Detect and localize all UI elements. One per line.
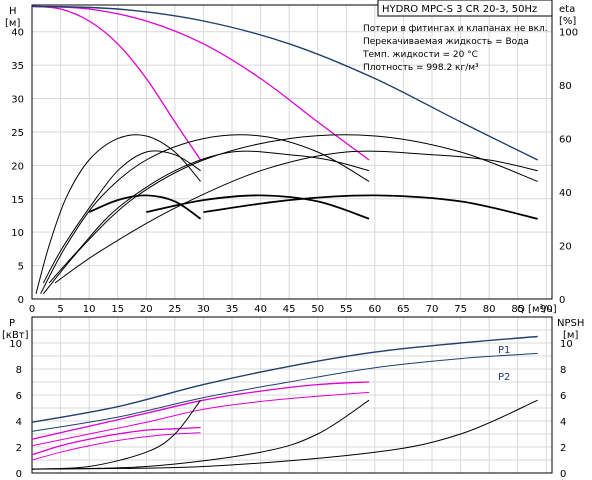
- y-axis-label-npsh: NPSH: [557, 318, 584, 329]
- top-series-line-11: [203, 194, 538, 220]
- bottom-series-line-3: [31, 391, 370, 447]
- y-axis-label-p: P: [9, 318, 15, 329]
- x-tick-label: 40: [254, 304, 267, 315]
- bottom-series-line-8: [31, 399, 538, 470]
- top-series-line-7: [48, 150, 370, 284]
- y-axis-label-eta: eta: [559, 4, 575, 15]
- y-tick-label-h: 20: [11, 161, 24, 172]
- top-series-line-5: [43, 134, 538, 295]
- y-tick-label-h: 35: [11, 61, 24, 72]
- top-chart-ticks: 0 5 10 15 20 25 30 35 40 45 50 55 60 65 70 75 80 85 90 0 5 10…: [11, 28, 578, 315]
- bottom-series-line-4: [31, 426, 201, 456]
- bottom-plot-frame: [31, 316, 553, 474]
- y-tick-label-h: 30: [11, 95, 24, 106]
- x-tick-label: 60: [368, 304, 381, 315]
- top-chart-series: [31, 5, 539, 295]
- y-tick-label-h: 40: [11, 28, 24, 39]
- bottom-chart-ticks: 0 2 4 6 8 10 0 2 4 6 8 10: [9, 339, 572, 480]
- y-tick-label-eta: 60: [559, 135, 572, 146]
- bottom-chart-series: [31, 335, 538, 470]
- y-tick-label-h: 10: [11, 228, 24, 239]
- top-series-line-0: [31, 5, 202, 161]
- y-axis-label-h: H: [9, 6, 17, 17]
- x-tick-label: 30: [197, 304, 210, 315]
- p1-label: P1: [498, 345, 510, 356]
- p2-label: P2: [498, 372, 510, 383]
- y-tick-label-npsh: 2: [560, 443, 566, 454]
- series-line-p1: [31, 335, 538, 423]
- x-tick-label: 25: [168, 304, 181, 315]
- x-tick-label: 50: [311, 304, 324, 315]
- y-tick-label-p: 8: [16, 365, 22, 376]
- x-tick-label: 85: [511, 304, 524, 315]
- top-series-line-6: [42, 150, 201, 284]
- note-line-2: Перекачиваемая жидкость = Вода: [363, 37, 529, 47]
- y-tick-label-npsh: 8: [560, 365, 566, 376]
- y-axis-unit-eta: [%]: [559, 16, 576, 27]
- x-tick-label: 15: [111, 304, 124, 315]
- series-line-p2: [31, 352, 538, 432]
- x-tick-label: 0: [29, 304, 35, 315]
- top-plot-frame: [31, 4, 553, 300]
- y-axis-unit-npsh: [м]: [563, 330, 578, 341]
- title-text: HYDRO MPC-S 3 CR 20-3, 50Hz: [382, 4, 537, 15]
- y-tick-label-npsh: 0: [560, 469, 566, 480]
- y-tick-label-h: 5: [18, 262, 24, 273]
- x-axis-label: Q [м³/ч]: [517, 304, 557, 315]
- y-tick-label-npsh: 4: [560, 417, 566, 428]
- y-tick-label-h: 0: [18, 295, 24, 306]
- y-tick-label-npsh: 6: [560, 391, 566, 402]
- x-tick-label: 20: [140, 304, 153, 315]
- top-series-line-10: [146, 194, 370, 220]
- x-tick-label: 90: [540, 304, 553, 315]
- x-tick-label: 10: [83, 304, 96, 315]
- y-tick-label-p: 4: [16, 417, 22, 428]
- top-series-line-4: [40, 134, 370, 294]
- y-tick-label-eta: 20: [559, 242, 572, 253]
- y-tick-label-eta: 40: [559, 188, 572, 199]
- title-box: [377, 0, 553, 17]
- y-tick-label-p: 6: [16, 391, 22, 402]
- y-tick-label-h: 25: [11, 128, 24, 139]
- x-tick-label: 55: [340, 304, 353, 315]
- y-tick-label-npsh: 10: [560, 339, 573, 350]
- bottom-chart-grid: [31, 317, 552, 473]
- note-line-1: Потери в фитингах и клапанах не вкл.: [363, 24, 548, 34]
- bottom-series-line-2: [31, 381, 370, 440]
- note-line-4: Плотность = 998.2 кг/м³: [363, 63, 479, 73]
- y-axis-unit-p: [кВт]: [2, 330, 29, 341]
- top-chart-grid: [31, 5, 552, 300]
- x-tick-label: 70: [426, 304, 439, 315]
- x-tick-label: 75: [454, 304, 467, 315]
- y-tick-label-p: 2: [16, 443, 22, 454]
- top-series-line-2: [31, 5, 539, 161]
- y-axis-unit-h: [м]: [5, 18, 20, 29]
- note-line-3: Темп. жидкости = 20 °C: [362, 50, 478, 60]
- y-tick-label-h: 15: [11, 195, 24, 206]
- bottom-series-line-6: [31, 399, 201, 470]
- x-tick-label: 45: [283, 304, 296, 315]
- x-tick-label: 5: [57, 304, 63, 315]
- x-tick-label: 65: [397, 304, 410, 315]
- top-series-line-1: [31, 5, 370, 161]
- y-tick-label-eta: 100: [559, 28, 578, 39]
- x-tick-label: 80: [483, 304, 496, 315]
- y-tick-label-p: 0: [16, 469, 22, 480]
- top-series-line-8: [54, 150, 538, 284]
- y-tick-label-eta: 0: [559, 295, 565, 306]
- y-tick-label-p: 10: [9, 339, 22, 350]
- y-tick-label-eta: 80: [559, 81, 572, 92]
- top-series-line-9: [88, 194, 202, 220]
- x-tick-label: 35: [226, 304, 239, 315]
- top-series-line-3: [35, 134, 201, 294]
